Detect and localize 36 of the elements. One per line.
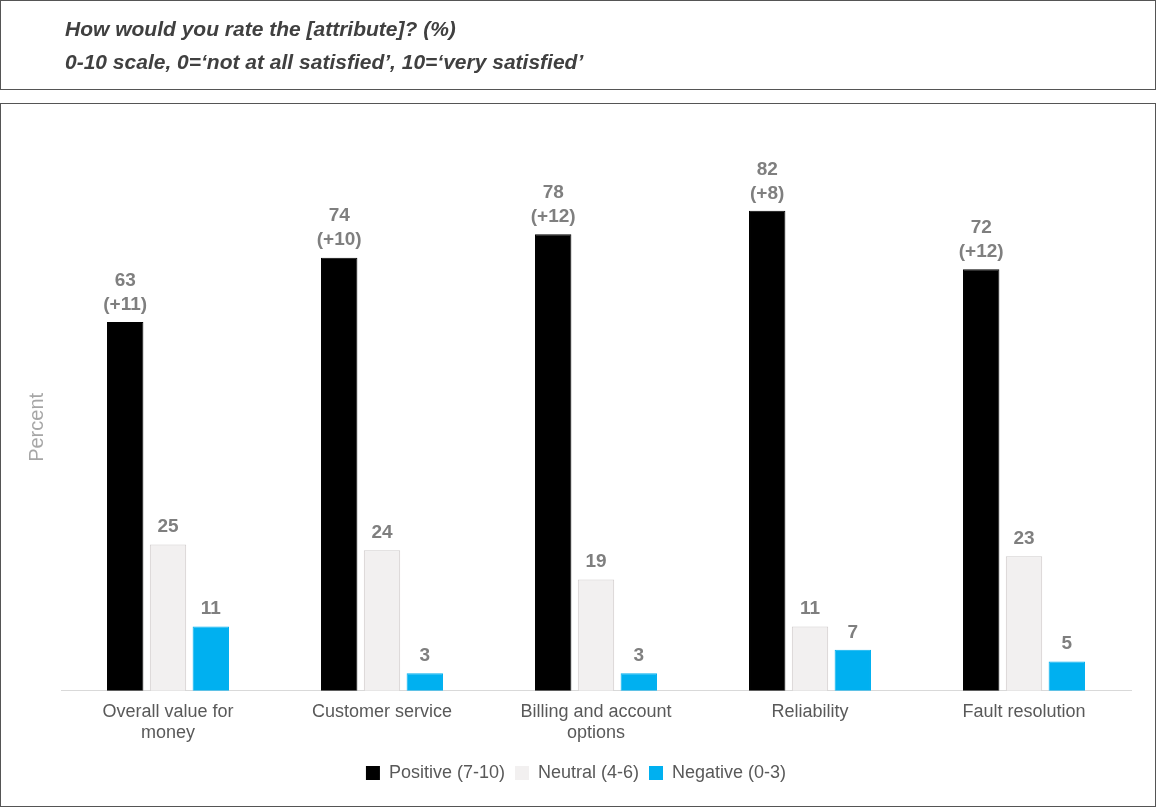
data-label: 11: [799, 597, 821, 619]
bar: [1048, 661, 1085, 691]
bar: [834, 649, 871, 691]
x-tick-label: Fault resolution: [962, 700, 1086, 721]
data-label: 19: [585, 550, 607, 572]
y-axis-title: Percent: [24, 392, 47, 462]
data-label: 72 (+12): [958, 216, 1004, 262]
bar: [192, 626, 229, 691]
bar: [321, 257, 358, 691]
x-tick-label: Customer service: [311, 700, 453, 721]
x-tick-label: Overall value for money: [102, 700, 234, 743]
legend-label: Neutral (4-6): [537, 761, 640, 782]
data-label: 5: [1061, 632, 1073, 654]
data-label: 74 (+10): [316, 204, 362, 250]
data-label: 3: [419, 643, 431, 665]
bar: [406, 673, 443, 691]
data-label: 82 (+8): [750, 157, 785, 203]
bar: [107, 322, 144, 691]
x-tick-label: Billing and account options: [520, 700, 672, 743]
bar: [749, 210, 786, 691]
legend-label: Negative (0-3): [672, 761, 787, 782]
data-label: 25: [157, 515, 179, 537]
data-label: 11: [200, 597, 222, 619]
chart-title: How would you rate the [attribute]? (%): [65, 17, 457, 41]
x-tick-label: Reliability: [771, 700, 849, 721]
bar: [963, 269, 1000, 691]
chart-subtitle: 0-10 scale, 0=‘not at all satisfied’, 10=‘very satisfied’: [65, 50, 585, 74]
bar: [620, 673, 657, 691]
data-label: 23: [1013, 526, 1035, 548]
data-label: 7: [847, 620, 859, 642]
data-label: 24: [371, 521, 393, 543]
legend-label: Positive (7-10): [388, 761, 505, 782]
data-label: 3: [633, 643, 645, 665]
data-label: 78 (+12): [530, 180, 576, 226]
data-label: 63 (+11): [103, 268, 148, 314]
bar: [535, 234, 572, 691]
